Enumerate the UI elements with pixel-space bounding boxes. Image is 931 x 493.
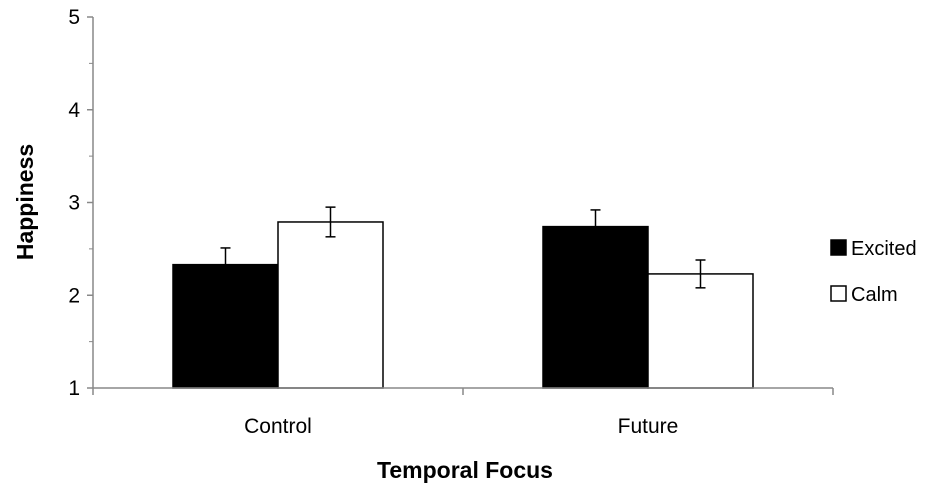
bar-calm-control <box>277 221 384 389</box>
y-tick-label: 4 <box>68 99 80 122</box>
error-bars <box>220 206 706 289</box>
y-axis-title: Happiness <box>12 144 38 260</box>
x-category-label: Future <box>618 415 679 438</box>
y-tick-label: 1 <box>68 377 80 400</box>
legend-label-excited: Excited <box>851 238 917 260</box>
legend: Excited Calm <box>830 238 917 306</box>
bars <box>172 221 754 389</box>
x-axis-ticks <box>92 388 834 395</box>
legend-label-calm: Calm <box>851 284 898 306</box>
legend-swatch-calm <box>830 285 847 302</box>
x-category-label: Control <box>244 415 312 438</box>
bar-calm-future <box>647 273 754 389</box>
bar-excited-future <box>542 225 649 389</box>
y-tick-label: 5 <box>68 6 80 29</box>
y-tick-label: 2 <box>68 284 80 307</box>
y-tick-label: 3 <box>68 192 80 215</box>
x-axis-title: Temporal Focus <box>377 457 553 483</box>
legend-swatch-excited <box>830 239 847 256</box>
y-axis-ticks: 1 2 3 4 5 <box>68 6 93 400</box>
x-axis-categories: Control Future <box>244 415 678 438</box>
bar-excited-control <box>172 263 279 389</box>
